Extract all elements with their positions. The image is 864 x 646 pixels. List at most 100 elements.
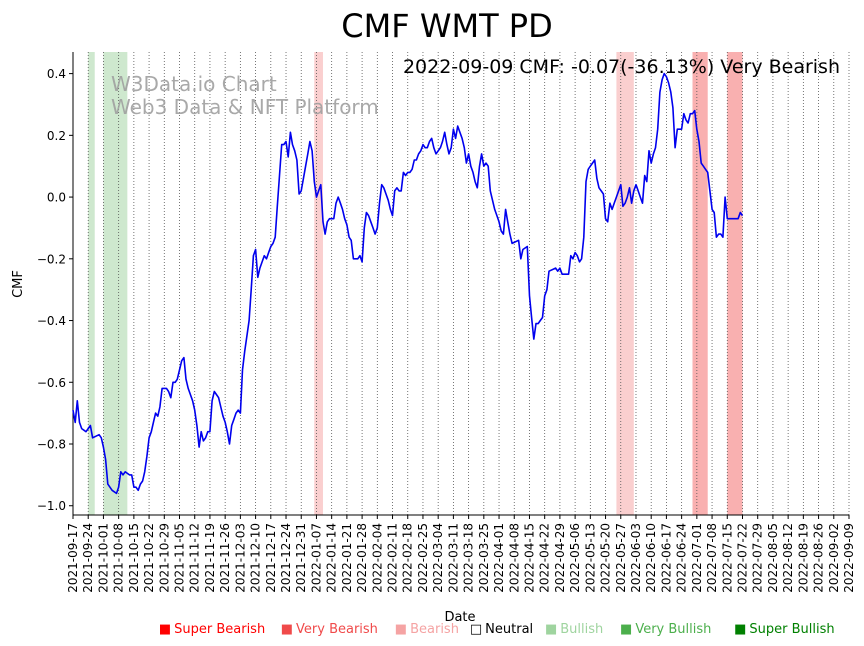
x-tick-label-43: 2022-07-15: [720, 523, 734, 593]
x-tick-label-16: 2022-01-07: [309, 523, 323, 593]
x-tick-label-33: 2022-05-06: [568, 523, 582, 593]
y-tick-label-1: −0.8: [37, 438, 66, 452]
x-tick-label-13: 2021-12-17: [264, 523, 278, 593]
legend-label: Very Bullish: [635, 622, 711, 637]
x-tick-label-30: 2022-04-15: [522, 523, 536, 593]
x-tick-label-41: 2022-07-01: [690, 523, 704, 593]
x-tick-label-14: 2021-12-24: [279, 523, 293, 593]
x-tick-label-11: 2021-12-03: [233, 523, 247, 593]
x-tick-label-20: 2022-02-04: [370, 523, 384, 593]
x-tick-label-40: 2022-06-24: [675, 523, 689, 593]
legend-label: Super Bullish: [749, 622, 834, 637]
x-tick-label-1: 2021-09-24: [81, 523, 95, 593]
signal-bands: [88, 52, 743, 515]
x-tick-label-7: 2021-11-05: [173, 523, 187, 593]
watermark: W3Data.io Chart Web3 Data & NFT Platform: [111, 72, 379, 119]
legend-item-super-bearish: ■ Super Bearish: [159, 622, 265, 637]
cmf-annotation: 2022-09-09 CMF: -0.07(-36.13%) Very Bear…: [403, 56, 840, 78]
y-tick-label-3: −0.4: [37, 314, 66, 328]
x-tick-label-10: 2021-11-26: [218, 523, 232, 593]
legend-item-neutral: □ Neutral: [470, 622, 533, 637]
signal-band-1: [103, 52, 128, 515]
x-tick-label-42: 2022-07-08: [705, 523, 719, 593]
x-tick-label-27: 2022-03-25: [477, 523, 491, 593]
legend-item-bearish: ■ Bearish: [395, 622, 459, 637]
x-tick-label-31: 2022-04-22: [538, 523, 552, 593]
legend-marker: □: [470, 622, 482, 637]
watermark-line-1: W3Data.io Chart: [111, 72, 277, 96]
legend-label: Bullish: [560, 622, 603, 637]
x-ticks: 2021-09-17 2021-09-24 2021-10-01 2021-10-08…: [66, 515, 856, 593]
x-tick-label-9: 2021-11-19: [203, 523, 217, 593]
x-tick-label-18: 2022-01-21: [340, 523, 354, 593]
x-tick-label-3: 2021-10-08: [112, 523, 126, 593]
x-tick-label-25: 2022-03-11: [446, 523, 460, 593]
legend-label: Neutral: [485, 622, 533, 637]
x-tick-label-6: 2021-10-29: [157, 523, 171, 593]
x-tick-label-32: 2022-04-29: [553, 523, 567, 593]
x-tick-label-2: 2021-10-01: [96, 523, 110, 593]
x-tick-label-12: 2021-12-10: [249, 523, 263, 593]
x-tick-label-4: 2021-10-15: [127, 523, 141, 593]
y-tick-label-7: 0.4: [47, 67, 66, 81]
legend-item-bullish: ■ Bullish: [545, 622, 603, 637]
y-ticks: −1.0 −0.8 −0.6 −0.4 −0.2 0.0 0.2 0.4: [37, 67, 73, 513]
x-tick-label-21: 2022-02-11: [386, 523, 400, 593]
x-tick-label-17: 2022-01-14: [325, 523, 339, 593]
x-tick-label-38: 2022-06-10: [644, 523, 658, 593]
x-tick-label-47: 2022-08-12: [781, 523, 795, 593]
signal-band-5: [727, 52, 743, 515]
series-group: [72, 72, 744, 495]
x-tick-label-48: 2022-08-19: [796, 523, 810, 593]
y-axis-label: CMF: [11, 270, 26, 298]
axes: [72, 52, 849, 516]
legend-marker: ■: [395, 622, 407, 637]
x-tick-label-45: 2022-07-29: [751, 523, 765, 593]
legend-label: Bearish: [410, 622, 459, 637]
x-tick-label-34: 2022-05-13: [583, 523, 597, 593]
y-tick-label-6: 0.2: [47, 129, 66, 143]
y-tick-label-0: −1.0: [37, 499, 66, 513]
legend-label: Very Bearish: [296, 622, 378, 637]
x-tick-label-22: 2022-02-18: [401, 523, 415, 593]
x-tick-label-19: 2022-01-28: [355, 523, 369, 593]
legend-marker: ■: [545, 622, 557, 637]
legend-marker: ■: [620, 622, 632, 637]
x-tick-label-50: 2022-09-02: [827, 523, 841, 593]
x-tick-label-15: 2021-12-31: [294, 523, 308, 593]
x-tick-label-35: 2022-05-20: [599, 523, 613, 593]
signal-band-4: [692, 52, 708, 515]
legend: ■ Super Bearish ■ Very Bearish ■ Bearish □ Neut…: [159, 622, 835, 637]
legend-item-super-bullish: ■ Super Bullish: [734, 622, 835, 637]
x-tick-label-5: 2021-10-22: [142, 523, 156, 593]
x-tick-label-46: 2022-08-05: [766, 523, 780, 593]
x-tick-label-23: 2022-02-25: [416, 523, 430, 593]
chart-title: CMF WMT PD: [341, 7, 552, 45]
x-tick-label-8: 2021-11-12: [188, 523, 202, 593]
x-tick-label-26: 2022-03-18: [462, 523, 476, 593]
x-tick-label-39: 2022-06-17: [659, 523, 673, 593]
legend-marker: ■: [734, 622, 746, 637]
y-tick-label-5: 0.0: [47, 191, 66, 205]
signal-band-2: [314, 52, 323, 515]
x-tick-label-37: 2022-06-03: [629, 523, 643, 593]
x-tick-label-49: 2022-08-26: [812, 523, 826, 593]
y-tick-label-2: −0.6: [37, 376, 66, 390]
x-tick-label-0: 2021-09-17: [66, 523, 80, 593]
x-axis-label: Date: [444, 610, 475, 625]
legend-item-very-bullish: ■ Very Bullish: [620, 622, 711, 637]
legend-item-very-bearish: ■ Very Bearish: [281, 622, 378, 637]
x-tick-label-28: 2022-04-01: [492, 523, 506, 593]
x-tick-label-51: 2022-09-09: [842, 523, 856, 593]
x-tick-label-29: 2022-04-08: [507, 523, 521, 593]
legend-label: Super Bearish: [174, 622, 265, 637]
x-tick-label-36: 2022-05-27: [614, 523, 628, 593]
series-line-cmf: [72, 72, 744, 495]
y-tick-label-4: −0.2: [37, 252, 66, 266]
legend-marker: ■: [281, 622, 293, 637]
x-tick-label-24: 2022-03-04: [431, 523, 445, 593]
signal-band-0: [88, 52, 95, 515]
watermark-line-2: Web3 Data & NFT Platform: [111, 95, 379, 119]
legend-marker: ■: [159, 622, 171, 637]
